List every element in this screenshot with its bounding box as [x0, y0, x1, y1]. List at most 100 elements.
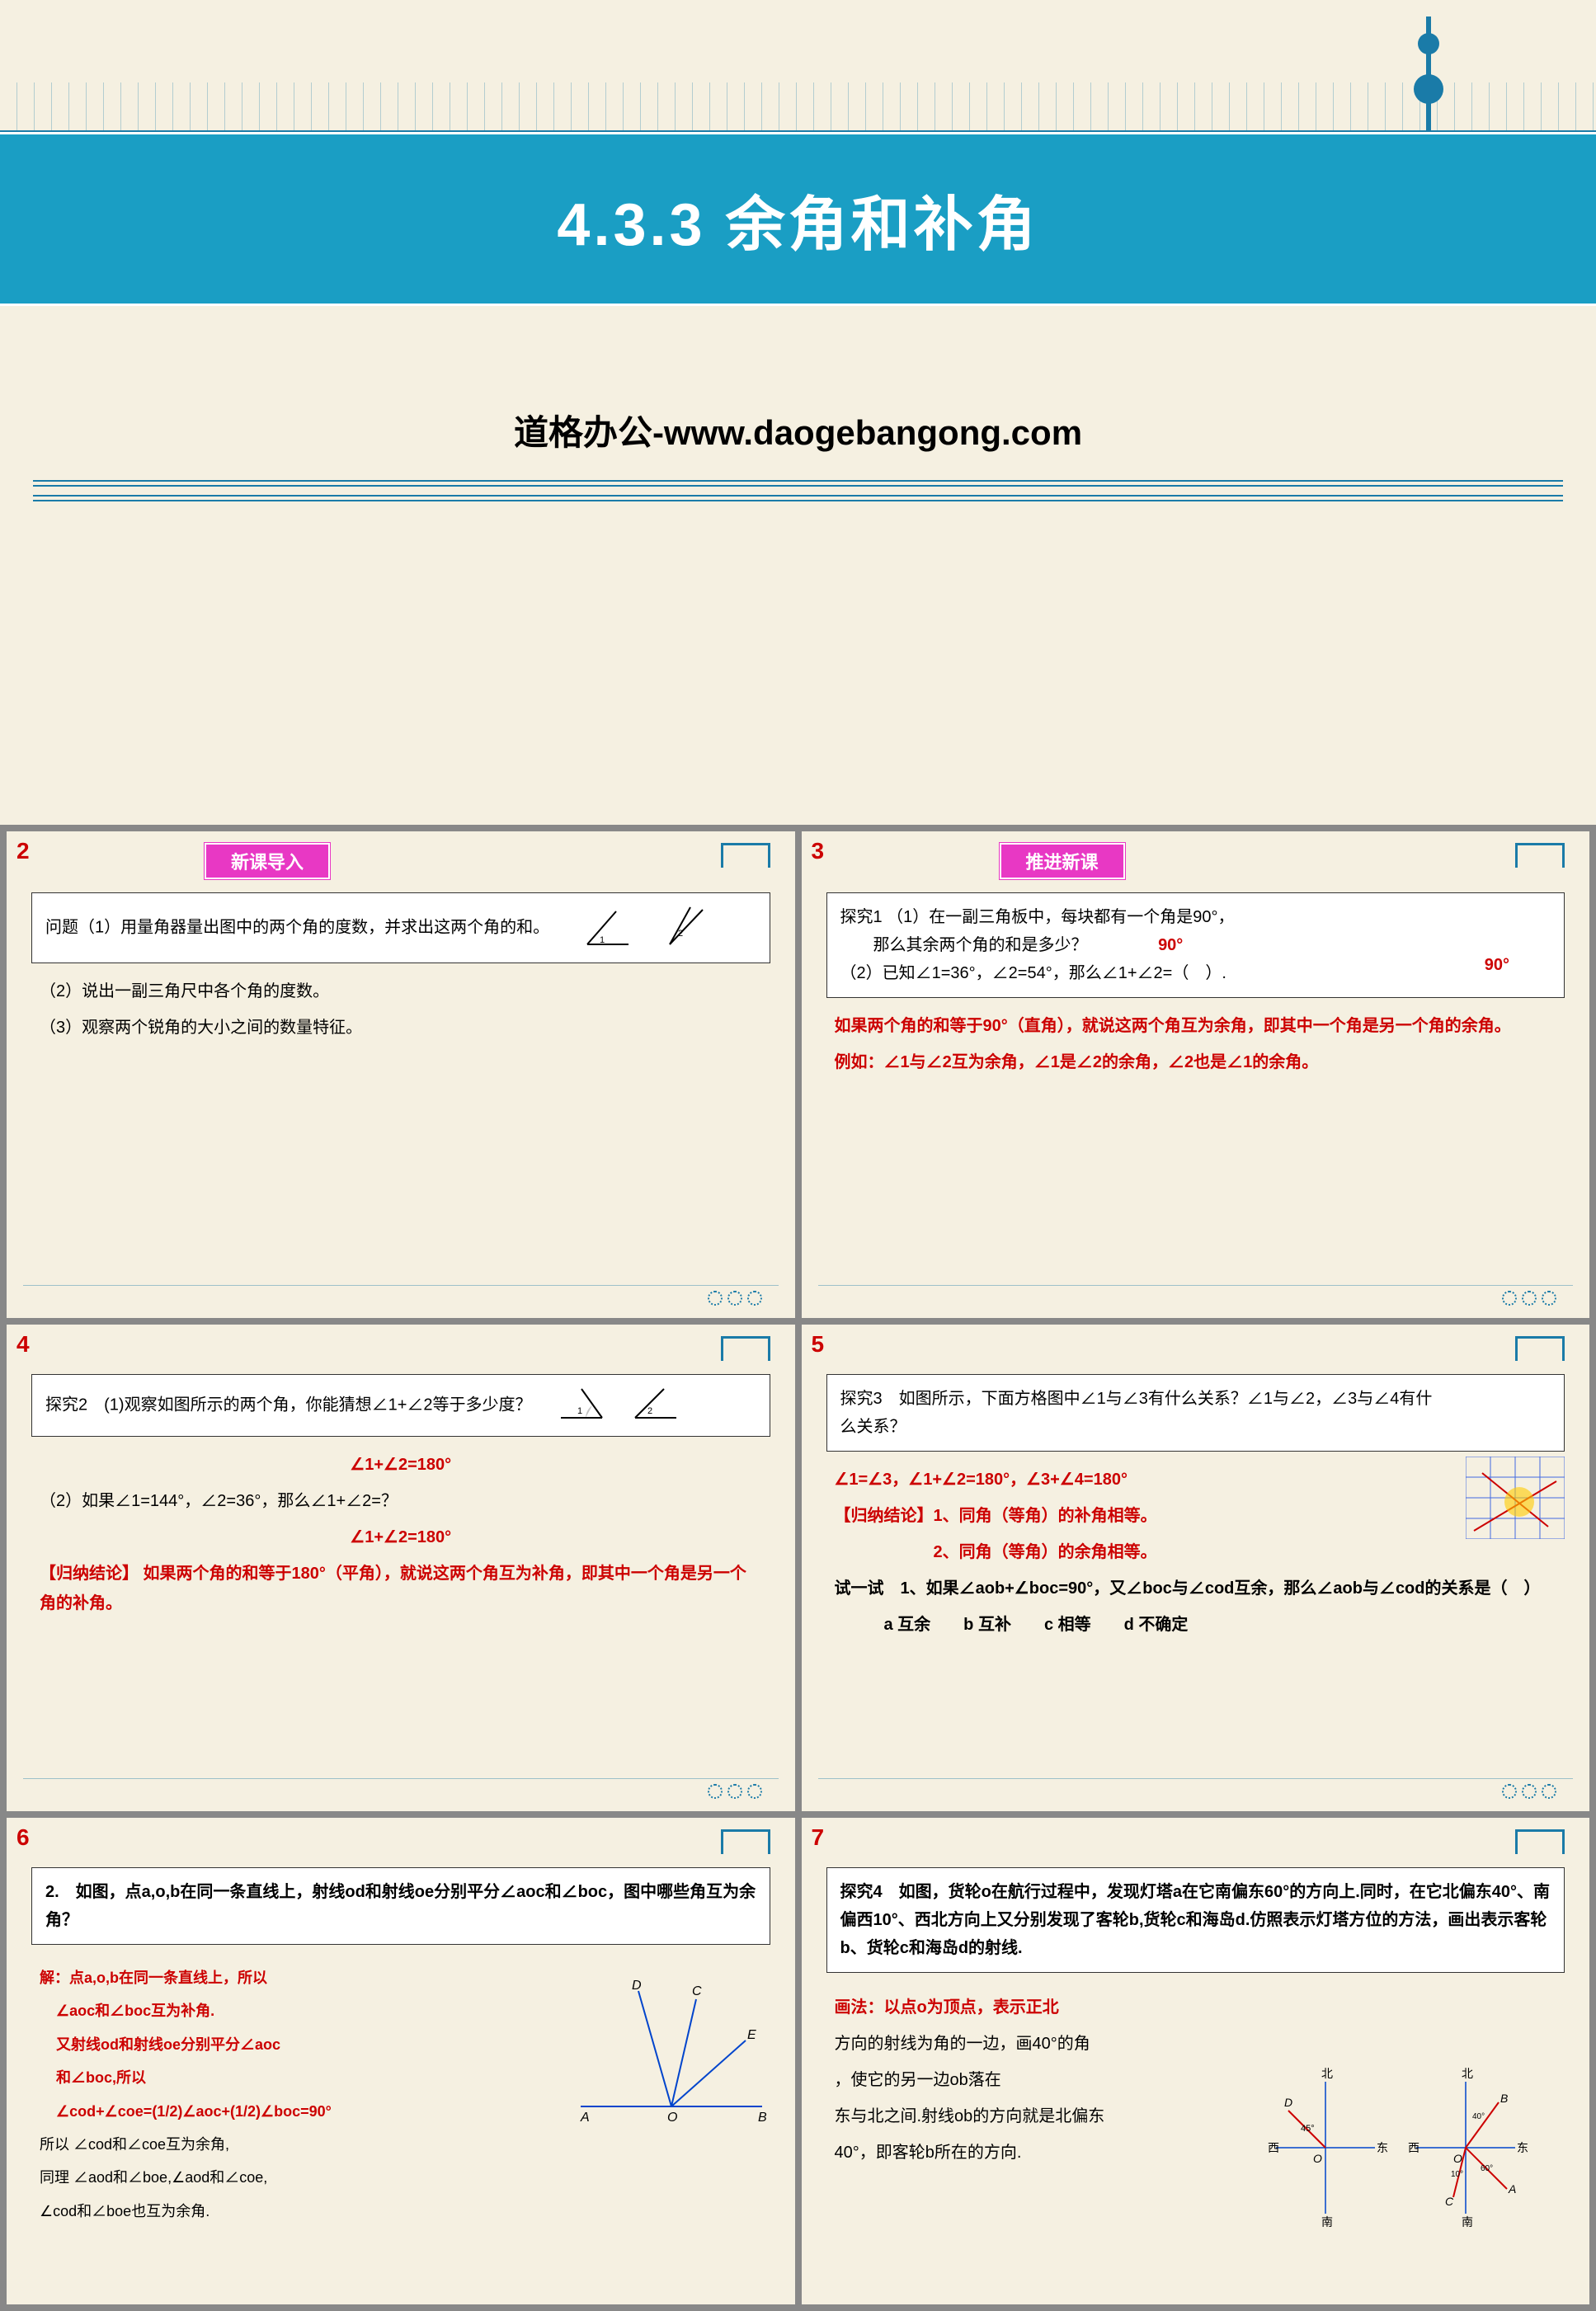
try-text: 试一试 1、如果∠aob+∠boc=90°，又∠boc与∠cod互余，那么∠ao…	[835, 1574, 1557, 1603]
slide-4: 4 探究2 (1)观察如图所示的两个角，你能猜想∠1+∠2等于多少度？ 1 2 …	[7, 1325, 795, 1811]
svg-text:C: C	[1445, 2195, 1454, 2208]
main-title: 4.3.3 余角和补角	[0, 176, 1596, 262]
content-box: 问题（1）用量角器量出图中的两个角的度数，并求出这两个角的和。 1 2	[31, 892, 770, 963]
svg-text:O: O	[1313, 2152, 1322, 2165]
solution-text: 解：点a,o,b在同一条直线上，所以	[40, 1965, 548, 1991]
slide-number: 2	[16, 838, 30, 864]
explore-text: （2）已知∠1=36°，∠2=54°，那么∠1+∠2=（ ）.	[840, 964, 1226, 982]
skyline-decoration	[818, 1285, 1574, 1310]
svg-text:A: A	[580, 2111, 590, 2123]
slide-5: 5 探究3 如图所示，下面方格图中∠1与∠3有什么关系？∠1与∠2，∠3与∠4有…	[802, 1325, 1590, 1811]
slide-7: 7 探究4 如图，货轮o在航行过程中，发现灯塔a在它南偏东60°的方向上.同时，…	[802, 1818, 1590, 2304]
slide-6: 6 2. 如图，点a,o,b在同一条直线上，射线od和射线oe分别平分∠aoc和…	[7, 1818, 795, 2304]
section-label: 新课导入	[205, 843, 330, 879]
content-box: 2. 如图，点a,o,b在同一条直线上，射线od和射线oe分别平分∠aoc和∠b…	[31, 1867, 770, 1945]
solution-text: ∠cod+∠coe=(1/2)∠aoc+(1/2)∠boc=90°	[56, 2098, 548, 2125]
skyline-decoration	[23, 1285, 779, 1310]
conclusion-text: 如果两个角的和等于90°（直角），就说这两个角互为余角，即其中一个角是另一个角的…	[835, 1011, 1557, 1041]
svg-text:D: D	[632, 1979, 642, 1993]
solution-text: 同理 ∠aod和∠boe,∠aod和∠coe,	[40, 2164, 548, 2191]
circle-decoration	[1502, 1784, 1556, 1799]
divider-line	[33, 495, 1563, 501]
conclusion-text: 【归纳结论】1、同角（等角）的补角相等。	[835, 1501, 1557, 1531]
relation-text: ∠1=∠3，∠1+∠2=180°，∠3+∠4=180°	[835, 1465, 1557, 1494]
body-text: （3）观察两个锐角的大小之间的数量特征。	[40, 1013, 762, 1043]
corner-decoration	[1515, 843, 1565, 868]
solution-text: ∠aoc和∠boc互为补角.	[56, 1998, 548, 2024]
solution-text: 又射线od和射线oe分别平分∠aoc	[56, 2031, 548, 2058]
slides-grid: 2 新课导入 问题（1）用量角器量出图中的两个角的度数，并求出这两个角的和。 1…	[0, 825, 1596, 2311]
method-text: 方向的射线为角的一边，画40°的角	[835, 2029, 1557, 2059]
slide-number: 4	[16, 1331, 30, 1358]
svg-text:东: 东	[1377, 2141, 1388, 2154]
svg-text:40°: 40°	[1472, 2112, 1485, 2121]
body-text: （2）说出一副三角尺中各个角的度数。	[40, 977, 762, 1006]
svg-text:2: 2	[647, 1406, 652, 1416]
method-text: 画法：以点o为顶点，表示正北	[835, 1993, 1557, 2022]
divider-line	[33, 480, 1563, 487]
slide-number: 3	[812, 838, 825, 864]
skyline-decoration	[23, 1778, 779, 1803]
slide-number: 7	[812, 1824, 825, 1851]
svg-text:北: 北	[1462, 2067, 1473, 2080]
svg-text:2: 2	[678, 929, 683, 939]
answer: 90°	[1485, 951, 1509, 979]
svg-text:O: O	[1453, 2152, 1462, 2165]
equation: ∠1+∠2=180°	[40, 1450, 762, 1480]
subtitle: 道格办公-www.daogebangong.com	[0, 405, 1596, 455]
solution-text: ∠cod和∠boe也互为余角.	[40, 2198, 548, 2224]
svg-text:O: O	[667, 2111, 677, 2123]
svg-text:10°: 10°	[1451, 2170, 1463, 2179]
corner-decoration	[721, 1336, 770, 1361]
circle-decoration	[708, 1784, 762, 1799]
compass-diagram-icon: 西 东 北 南 D O 45° 西	[1259, 2057, 1540, 2238]
content-box: 探究3 如图所示，下面方格图中∠1与∠3有什么关系？∠1与∠2，∠3与∠4有什么…	[826, 1374, 1565, 1452]
svg-text:西: 西	[1408, 2141, 1419, 2154]
example-text: 例如：∠1与∠2互为余角，∠1是∠2的余角，∠2也是∠1的余角。	[835, 1047, 1557, 1077]
tower-icon	[1426, 16, 1431, 132]
svg-text:E: E	[747, 2028, 756, 2042]
svg-text:北: 北	[1321, 2067, 1333, 2080]
solution-text: 所以 ∠cod和∠coe互为余角,	[40, 2131, 548, 2158]
section-label: 推进新课	[1000, 843, 1125, 879]
equation: ∠1+∠2=180°	[40, 1523, 762, 1552]
svg-text:D: D	[1284, 2096, 1292, 2109]
svg-text:西: 西	[1268, 2141, 1279, 2154]
explore-text: 那么其余两个角的和是多少？	[873, 936, 1088, 954]
explore-text: 探究3 如图所示，下面方格图中∠1与∠3有什么关系？∠1与∠2，∠3与∠4有什么…	[840, 1390, 1433, 1436]
slide-number: 5	[812, 1331, 825, 1358]
grid-diagram-icon	[1466, 1457, 1565, 1539]
svg-text:B: B	[758, 2111, 767, 2123]
options-text: a 互余 b 互补 c 相等 d 不确定	[884, 1610, 1557, 1640]
document-page: 4.3.3 余角和补角 道格办公-www.daogebangong.com 2 …	[0, 82, 1596, 2311]
content-box: 探究2 (1)观察如图所示的两个角，你能猜想∠1+∠2等于多少度？ 1 2	[31, 1374, 770, 1437]
corner-decoration	[721, 1829, 770, 1854]
svg-text:C: C	[692, 1984, 702, 1998]
content-box: 探究4 如图，货轮o在航行过程中，发现灯塔a在它南偏东60°的方向上.同时，在它…	[826, 1867, 1565, 1973]
conclusion-text: 【归纳结论】 如果两个角的和等于180°（平角），就说这两个角互为补角，即其中一…	[40, 1559, 762, 1618]
corner-decoration	[1515, 1829, 1565, 1854]
slide-number: 6	[16, 1824, 30, 1851]
title-band: 4.3.3 余角和补角	[0, 132, 1596, 306]
svg-text:1: 1	[600, 935, 605, 945]
hero-slide: 4.3.3 余角和补角 道格办公-www.daogebangong.com	[0, 82, 1596, 825]
angle-diagram-icon: 1 2	[571, 903, 736, 953]
skyline-decoration	[818, 1778, 1574, 1803]
corner-decoration	[721, 843, 770, 868]
content-box: 探究1 （1）在一副三角板中，每块都有一个角是90°， 那么其余两个角的和是多少…	[826, 892, 1565, 998]
circle-decoration	[1502, 1291, 1556, 1306]
slide-3: 3 推进新课 探究1 （1）在一副三角板中，每块都有一个角是90°， 那么其余两…	[802, 831, 1590, 1318]
svg-text:B: B	[1500, 2092, 1508, 2105]
svg-text:45°: 45°	[1301, 2124, 1315, 2134]
solution-text: 和∠boc,所以	[56, 2064, 548, 2091]
corner-decoration	[1515, 1336, 1565, 1361]
explore-text: 探究1 （1）在一副三角板中，每块都有一个角是90°，	[840, 903, 1551, 931]
skyline-decoration	[0, 82, 1596, 132]
svg-text:南: 南	[1321, 2215, 1333, 2229]
svg-text:A: A	[1508, 2182, 1516, 2196]
circle-decoration	[708, 1291, 762, 1306]
angle-diagram-icon: 1 2	[553, 1385, 701, 1426]
explore-text: 探究2 (1)观察如图所示的两个角，你能猜想∠1+∠2等于多少度？	[45, 1396, 532, 1414]
svg-text:东: 东	[1517, 2141, 1528, 2154]
question-text: 问题（1）用量角器量出图中的两个角的度数，并求出这两个角的和。	[45, 918, 549, 936]
